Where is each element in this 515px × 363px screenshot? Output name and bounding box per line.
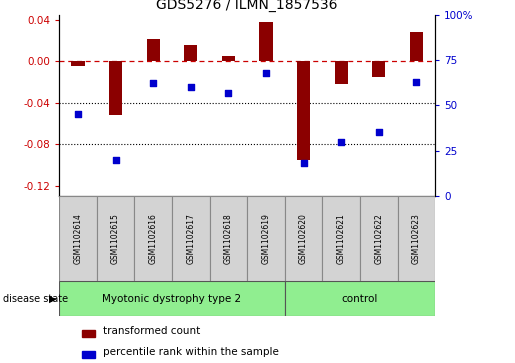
Bar: [59, 281, 285, 316]
Bar: [360, 196, 398, 281]
Bar: [72, 61, 84, 66]
Bar: [82, 330, 95, 337]
Bar: [410, 32, 423, 61]
Bar: [109, 61, 122, 115]
Bar: [172, 196, 210, 281]
Bar: [247, 196, 285, 281]
Bar: [59, 196, 97, 281]
Point: [413, 79, 421, 85]
Point: [337, 139, 346, 144]
Point: [262, 70, 270, 76]
Text: GSM1102616: GSM1102616: [149, 213, 158, 264]
Text: GSM1102619: GSM1102619: [262, 213, 270, 264]
Text: percentile rank within the sample: percentile rank within the sample: [103, 347, 279, 357]
Bar: [184, 45, 197, 61]
Bar: [147, 40, 160, 61]
Bar: [297, 61, 310, 160]
Point: [300, 160, 308, 166]
Text: GSM1102615: GSM1102615: [111, 213, 120, 264]
Text: GSM1102614: GSM1102614: [74, 213, 82, 264]
Bar: [285, 196, 322, 281]
Text: GSM1102622: GSM1102622: [374, 213, 383, 264]
Text: ▶: ▶: [49, 294, 57, 304]
Point: [149, 81, 158, 86]
Point: [111, 157, 119, 163]
Bar: [398, 196, 435, 281]
Point: [74, 111, 82, 117]
Text: disease state: disease state: [3, 294, 67, 304]
Bar: [322, 196, 360, 281]
Bar: [134, 196, 172, 281]
Text: GSM1102617: GSM1102617: [186, 213, 195, 264]
Point: [225, 90, 233, 95]
Text: GSM1102620: GSM1102620: [299, 213, 308, 264]
Text: GSM1102621: GSM1102621: [337, 213, 346, 264]
Text: GSM1102623: GSM1102623: [412, 213, 421, 264]
Text: GSM1102618: GSM1102618: [224, 213, 233, 264]
Bar: [335, 61, 348, 84]
Point: [187, 84, 195, 90]
Point: [375, 130, 383, 135]
Bar: [97, 196, 134, 281]
Text: Myotonic dystrophy type 2: Myotonic dystrophy type 2: [102, 294, 242, 303]
Bar: [82, 351, 95, 358]
Text: transformed count: transformed count: [103, 326, 200, 336]
Title: GDS5276 / ILMN_1857536: GDS5276 / ILMN_1857536: [157, 0, 338, 12]
Bar: [210, 196, 247, 281]
Bar: [372, 61, 385, 77]
Bar: [285, 281, 435, 316]
Bar: [260, 22, 272, 61]
Bar: [222, 56, 235, 61]
Text: control: control: [342, 294, 378, 303]
